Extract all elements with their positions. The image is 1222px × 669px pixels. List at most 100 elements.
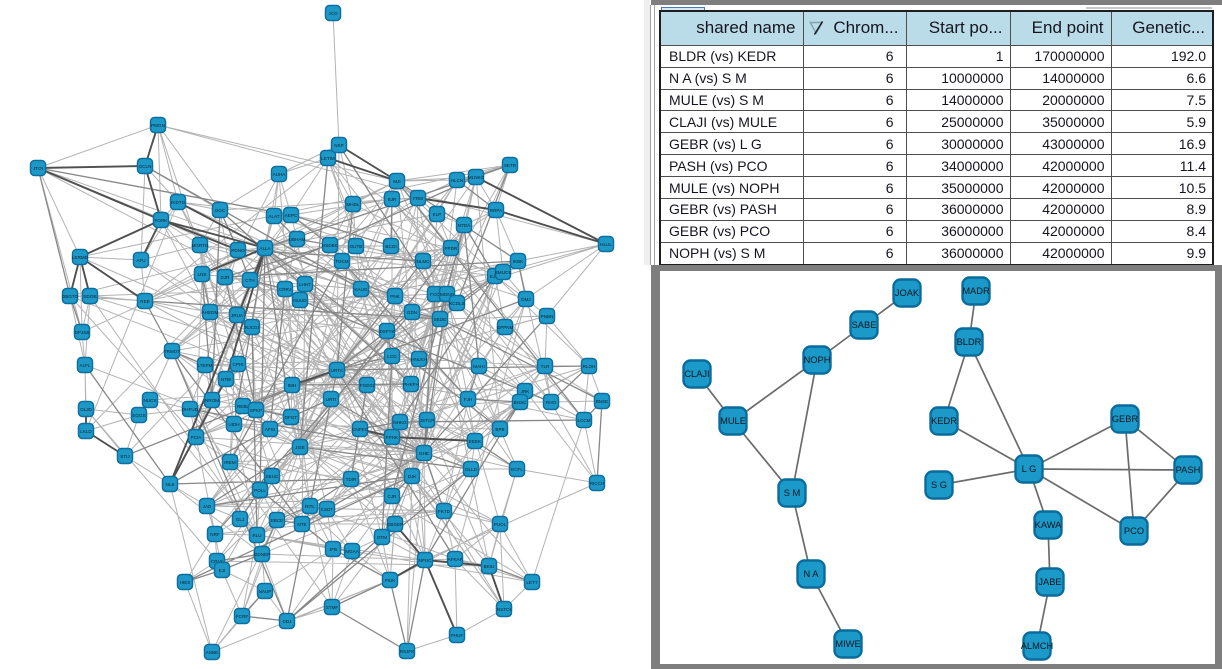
svg-text:NUUD: NUUD [293, 298, 307, 303]
svg-text:AFSI: AFSI [265, 427, 275, 432]
svg-text:REE: REE [140, 299, 149, 304]
svg-text:STMF: STMF [326, 605, 339, 610]
svg-text:IREM: IREM [224, 460, 236, 465]
svg-text:NKP: NKP [334, 143, 343, 148]
svg-text:FORK: FORK [155, 218, 169, 223]
svg-text:JABE: JABE [1038, 577, 1061, 587]
svg-text:MADR: MADR [962, 286, 990, 296]
svg-text:PCO: PCO [1124, 526, 1144, 536]
svg-text:MGRTG: MGRTG [191, 243, 208, 248]
svg-text:JFB: JFB [329, 547, 337, 552]
svg-text:GLJ: GLJ [236, 517, 244, 522]
svg-text:ECFL: ECFL [511, 467, 523, 472]
svg-text:LHHT: LHHT [299, 282, 311, 287]
svg-text:CNFEC: CNFEC [352, 427, 369, 432]
svg-text:GUTB: GUTB [350, 244, 363, 249]
svg-text:DDJ: DDJ [283, 619, 292, 624]
svg-text:NOPH: NOPH [804, 355, 831, 365]
svg-text:LTEPM: LTEPM [198, 363, 213, 368]
svg-text:CRRJ: CRRJ [279, 287, 291, 292]
svg-text:JCO: JCO [328, 11, 338, 16]
svg-text:MOND: MOND [440, 292, 455, 297]
svg-text:PIUK: PIUK [385, 578, 397, 583]
svg-text:NAUP: NAUP [259, 589, 272, 594]
svg-text:GDN: GDN [407, 310, 417, 315]
svg-text:RITL: RITL [305, 504, 315, 509]
svg-text:ALAT: ALAT [268, 214, 279, 219]
svg-text:JISE: JISE [295, 445, 305, 450]
svg-text:FJH: FJH [464, 397, 472, 402]
svg-text:TLR: TLR [541, 364, 550, 369]
svg-text:EEEK: EEEK [469, 439, 482, 444]
svg-text:DHFUD: DHFUD [182, 407, 199, 412]
svg-text:NSTOI: NSTOI [497, 607, 511, 612]
svg-text:DMJ: DMJ [521, 297, 530, 302]
svg-text:JRUA: JRUA [231, 313, 244, 318]
svg-text:KLP: KLP [433, 212, 442, 217]
svg-text:ALMCH: ALMCH [1021, 641, 1054, 651]
svg-text:TDCM: TDCM [335, 259, 348, 264]
svg-text:SETR: SETR [504, 163, 517, 168]
svg-text:KAWA: KAWA [1035, 520, 1062, 530]
svg-text:HLCN: HLCN [451, 178, 464, 183]
svg-text:AFU: AFU [136, 258, 145, 263]
svg-text:PASH: PASH [1176, 465, 1201, 475]
svg-text:CPAS: CPAS [211, 559, 223, 564]
svg-text:FRM: FRM [413, 196, 423, 201]
svg-text:AFKAF: AFKAF [448, 557, 463, 562]
svg-text:RLOH: RLOH [583, 364, 596, 369]
svg-text:UBHAM: UBHAM [289, 237, 306, 242]
svg-text:N A: N A [804, 569, 820, 579]
svg-text:FCRF: FCRF [236, 614, 248, 619]
svg-text:AEPC: AEPC [285, 213, 298, 218]
svg-text:PNBN: PNBN [541, 314, 554, 319]
svg-text:LNS: LNS [198, 272, 207, 277]
svg-text:NUCS: NUCS [143, 398, 156, 403]
svg-text:CPHI: CPHI [233, 362, 244, 367]
svg-text:LCG: LCG [387, 354, 397, 359]
svg-text:CJR: CJR [388, 494, 398, 499]
svg-text:REBL: REBL [237, 404, 249, 409]
svg-text:EGGS: EGGS [132, 413, 145, 418]
svg-text:JRK: JRK [521, 389, 531, 394]
svg-text:DPJSB: DPJSB [75, 330, 90, 335]
svg-text:MHDL: MHDL [346, 202, 359, 207]
svg-text:GEBR: GEBR [1112, 414, 1139, 424]
svg-text:OGC: OGC [215, 208, 226, 213]
svg-text:FKTD: FKTD [438, 509, 451, 514]
svg-text:ALLA: ALLA [259, 246, 271, 251]
svg-text:JSTCP: JSTCP [420, 418, 435, 423]
svg-text:HSDBC: HSDBC [322, 243, 339, 248]
svg-text:GPPNM: GPPNM [497, 325, 514, 330]
svg-text:POLL: POLL [254, 488, 266, 493]
svg-text:NTE: NTE [297, 522, 306, 527]
svg-text:S G: S G [931, 480, 947, 490]
svg-text:JOAK: JOAK [895, 288, 920, 298]
svg-text:SABE: SABE [852, 320, 877, 330]
svg-text:LERMD: LERMD [72, 255, 89, 260]
svg-text:FPHK: FPHK [386, 435, 399, 440]
svg-text:RLU: RLU [252, 533, 261, 538]
svg-text:NTBI: NTBI [221, 377, 231, 382]
svg-text:BHSC: BHSC [514, 400, 527, 405]
svg-text:NJCGI: NJCGI [245, 325, 259, 330]
svg-text:OBGTO: OBGTO [62, 294, 79, 299]
svg-text:BPB: BPB [495, 427, 504, 432]
svg-text:FCO: FCO [430, 292, 440, 297]
svg-text:BMUCS: BMUCS [495, 270, 512, 275]
svg-text:ANBE: ANBE [206, 650, 219, 655]
svg-text:PCIA: PCIA [191, 435, 203, 440]
svg-text:KCDLS: KCDLS [449, 301, 464, 306]
svg-text:EJI: EJI [219, 568, 226, 573]
svg-text:BJR: BJR [388, 197, 397, 202]
svg-text:MLNKO: MLNKO [468, 175, 485, 180]
svg-text:RRPA: RRPA [490, 208, 503, 213]
svg-text:NTDA: NTDA [458, 223, 471, 228]
svg-text:BCGI: BCGI [385, 244, 396, 249]
svg-text:ALFL: ALFL [80, 363, 91, 368]
svg-text:NPUC: NPUC [418, 558, 432, 563]
svg-text:OLJD: OLJD [80, 407, 92, 412]
svg-text:LETT: LETT [526, 580, 537, 585]
svg-text:JTOI: JTOI [33, 166, 43, 171]
svg-text:TDIR: TDIR [346, 477, 357, 482]
